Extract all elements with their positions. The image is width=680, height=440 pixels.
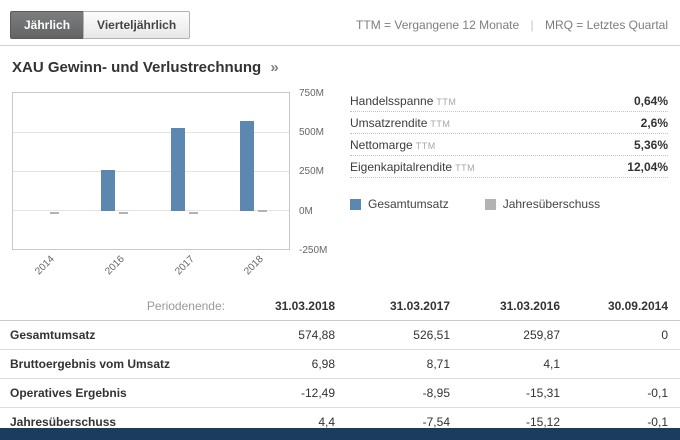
- metric-value: 5,36%: [633, 137, 668, 152]
- x-axis-tick: 2016: [103, 253, 127, 278]
- legend-label: Jahresüberschuss: [502, 197, 601, 211]
- table-cell: 8,71: [335, 349, 450, 379]
- table-cell: -12,49: [225, 378, 335, 408]
- row-label: Bruttoergebnis vom Umsatz: [0, 349, 225, 379]
- row-label: Operatives Ergebnis: [0, 378, 225, 408]
- mrq-definition: MRQ = Letztes Quartal: [544, 18, 668, 32]
- table-cell: 6,98: [225, 349, 335, 379]
- page-title: XAU Gewinn- und Verlustrechnung: [12, 59, 262, 76]
- gridline: [13, 132, 289, 133]
- table-cell: 0: [661, 328, 668, 342]
- table-cell: 526,51: [413, 328, 450, 342]
- table-cell: -0,1: [560, 378, 680, 408]
- y-axis-tick: -250M: [299, 245, 328, 256]
- metric-row: Handelsspanne TTM 0,64%: [350, 90, 668, 112]
- key-metrics-panel: Handelsspanne TTM 0,64% Umsatzrendite TTM …: [350, 90, 668, 178]
- metric-value: 2,6%: [640, 115, 668, 130]
- metric-label: Eigenkapitalrendite TTM: [350, 159, 476, 174]
- column-header: 31.03.2016: [450, 294, 560, 321]
- period-toggle-group: Jährlich Vierteljährlich: [10, 11, 191, 39]
- column-header: 31.03.2017: [335, 294, 450, 321]
- metric-label: Handelsspanne TTM: [350, 93, 457, 108]
- y-axis-tick: 500M: [299, 127, 325, 138]
- gray-swatch-icon: [484, 198, 496, 210]
- more-arrow-icon: »: [270, 59, 279, 76]
- row-label: Gesamtumsatz: [10, 328, 96, 342]
- metric-row: Nettomarge TTM 5,36%: [350, 134, 668, 156]
- gridline: [13, 210, 289, 211]
- bar-Jahresüberschuss-2018: [258, 209, 268, 212]
- bar-Gesamtumsatz-2016: [101, 170, 116, 212]
- table-header-row: Periodenende: 31.03.2018 31.03.2017 31.0…: [0, 294, 680, 321]
- metric-value: 12,04%: [627, 159, 668, 174]
- table-row: Gesamtumsatz 574,88 526,51 259,87 0: [0, 321, 680, 350]
- x-axis-tick: 2018: [242, 253, 266, 278]
- y-axis-tick: 750M: [299, 88, 325, 99]
- table-row: Operatives Ergebnis -12,49 -8,95 -15,31 …: [0, 378, 680, 408]
- quarterly-toggle-button[interactable]: Vierteljährlich: [83, 11, 191, 39]
- legend-label: Gesamtumsatz: [368, 197, 449, 211]
- metric-row: Eigenkapitalrendite TTM 12,04%: [350, 156, 668, 178]
- note-separator: |: [530, 18, 534, 32]
- metric-label: Umsatzrendite TTM: [350, 115, 451, 130]
- table-cell: 4,1: [450, 349, 560, 379]
- y-axis-tick: 0M: [299, 206, 313, 217]
- chart-legend: Gesamtumsatz Jahresüberschuss: [350, 197, 600, 211]
- bar-Jahresüberschuss-2017: [188, 211, 198, 214]
- ttm-tag: TTM: [415, 140, 436, 151]
- bar-Gesamtumsatz-2017: [170, 128, 185, 212]
- metric-row: Umsatzrendite TTM 2,6%: [350, 112, 668, 134]
- bar-Jahresüberschuss-2016: [119, 211, 129, 214]
- legend-item-jahresueberschuss: Jahresüberschuss: [484, 197, 601, 211]
- table-cell: -8,95: [335, 378, 450, 408]
- legend-item-gesamtumsatz: Gesamtumsatz: [350, 197, 449, 211]
- abbreviation-note: TTM = Vergangene 12 Monate | MRQ = Letzt…: [356, 18, 668, 32]
- period-end-label: Periodenende:: [0, 294, 225, 321]
- annual-toggle-button[interactable]: Jährlich: [10, 11, 85, 39]
- column-header: 31.03.2018: [225, 294, 335, 321]
- ttm-definition: TTM = Vergangene 12 Monate: [356, 18, 520, 32]
- gridline: [13, 171, 289, 172]
- financials-table: Periodenende: 31.03.2018 31.03.2017 31.0…: [0, 294, 680, 436]
- table-cell: 574,88: [298, 328, 335, 342]
- table-cell: [560, 349, 680, 379]
- bar-Gesamtumsatz-2018: [240, 120, 255, 212]
- metric-value: 0,64%: [633, 93, 668, 108]
- table-row: Bruttoergebnis vom Umsatz 6,98 8,71 4,1: [0, 349, 680, 379]
- x-axis-tick: 2017: [173, 253, 197, 278]
- top-divider: [0, 45, 680, 46]
- chart-plot-area: [12, 92, 290, 250]
- y-axis-tick: 250M: [299, 166, 325, 177]
- table-cell: -15,31: [450, 378, 560, 408]
- ttm-tag: TTM: [436, 96, 457, 107]
- blue-swatch-icon: [350, 198, 361, 210]
- revenue-bar-chart: 750M 500M 250M 0M -250M 2014 2016 2017 2…: [12, 88, 342, 278]
- ttm-tag: TTM: [430, 118, 451, 129]
- column-header: 30.09.2014: [560, 294, 680, 321]
- section-title-link[interactable]: XAU Gewinn- und Verlustrechnung »: [12, 59, 279, 76]
- ttm-tag: TTM: [455, 162, 476, 173]
- x-axis-tick: 2014: [33, 253, 57, 278]
- footer-bar: [0, 428, 680, 440]
- bars-layer: [13, 93, 291, 251]
- bar-Jahresüberschuss-2014: [49, 211, 59, 214]
- metric-label: Nettomarge TTM: [350, 137, 436, 152]
- table-cell: 259,87: [523, 328, 560, 342]
